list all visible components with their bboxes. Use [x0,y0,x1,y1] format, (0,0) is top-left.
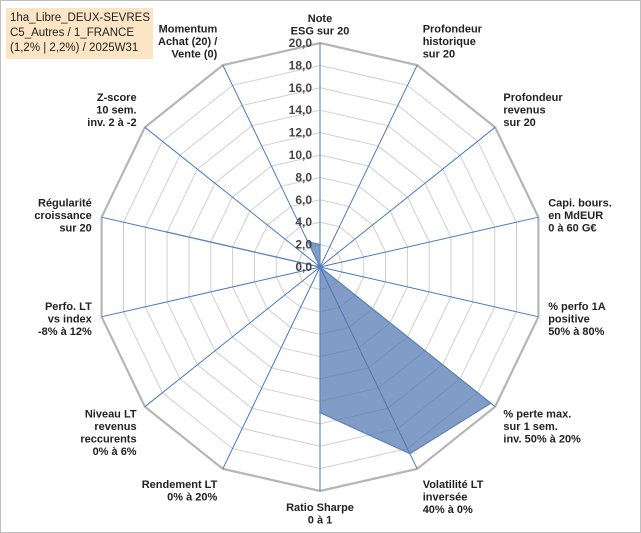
axis-label-10: Niveau LT revenus reccurents 0% à 6% [80,409,137,459]
spoke-9 [222,266,321,470]
data-point-13 [319,266,321,268]
data-point-6 [490,402,492,405]
tick-label-7: 14,0 [289,103,313,117]
axis-label-6: % perte max. sur 1 sem. inv. 50% à 20% [503,409,581,446]
spoke-3 [319,126,496,268]
spoke-4 [319,216,539,268]
data-point-8 [319,411,321,414]
spoke-14 [222,64,321,268]
axis-label-1: Note ESG sur 20 [291,13,350,38]
data-point-12 [166,231,168,233]
data-point-14 [307,241,309,243]
tick-label-3: 6,0 [295,193,312,207]
radar-axis-labels: Note ESG sur 20 Profondeur historique sur 20… [34,13,611,527]
axis-label-14: Momentum Achat (20) / Vente (0) [158,24,218,61]
tick-label-6: 12,0 [289,126,313,140]
tick-label-8: 16,0 [289,81,313,95]
radar-tick-labels: 0,0 2,0 4,0 6,0 8,0 10,0 12,0 14,0 16,0 18,0 20,0 [289,36,313,274]
axis-label-8: Ratio Sharpe 0 à 1 [286,502,354,527]
tick-label-2: 4,0 [295,215,312,229]
axis-label-3: Profondeur revenus sur 20 [503,92,563,129]
data-point-1 [319,243,321,246]
axis-label-13: Z-score 10 sem. inv. 2 à -2 [87,92,136,129]
axis-label-4: Capi. bours. en MdEUR 0 à 60 G€ [548,198,612,235]
tick-label-4: 8,0 [295,170,312,184]
title-line-3: (1,2% | 2,2%) / 2025W31 [10,42,139,54]
tick-label-10: 20,0 [289,36,313,50]
axis-label-12: Régularité croissance sur 20 [34,198,91,235]
data-point-7 [409,452,411,455]
title-line-2: C5_Autres / 1_FRANCE [10,27,134,39]
radar-series [166,231,492,455]
chart-title-box: 1ha_Libre_DEUX-SEVRES C5_Autres / 1_FRAN… [6,8,153,59]
spoke-5 [319,266,539,318]
title-line-1: 1ha_Libre_DEUX-SEVRES [10,12,150,24]
tick-label-5: 10,0 [289,148,313,162]
tick-label-1: 2,0 [295,238,312,252]
axis-label-2: Profondeur historique sur 20 [423,24,483,61]
spoke-13 [144,126,321,268]
spoke-10 [144,266,321,408]
axis-label-11: Perfo. LT vs index -8% à 12% [38,301,93,338]
spoke-11 [101,266,321,318]
axis-label-5: % perfo 1A positive 50% à 80% [548,301,606,338]
axis-label-9: Rendement LT 0% à 20% [142,479,218,504]
spoke-2 [319,64,418,268]
axis-label-7: Volatilité LT inversée 40% à 0% [423,479,484,516]
tick-label-9: 18,0 [289,58,313,72]
series-area [166,231,492,455]
tick-label-0: 0,0 [295,260,312,274]
